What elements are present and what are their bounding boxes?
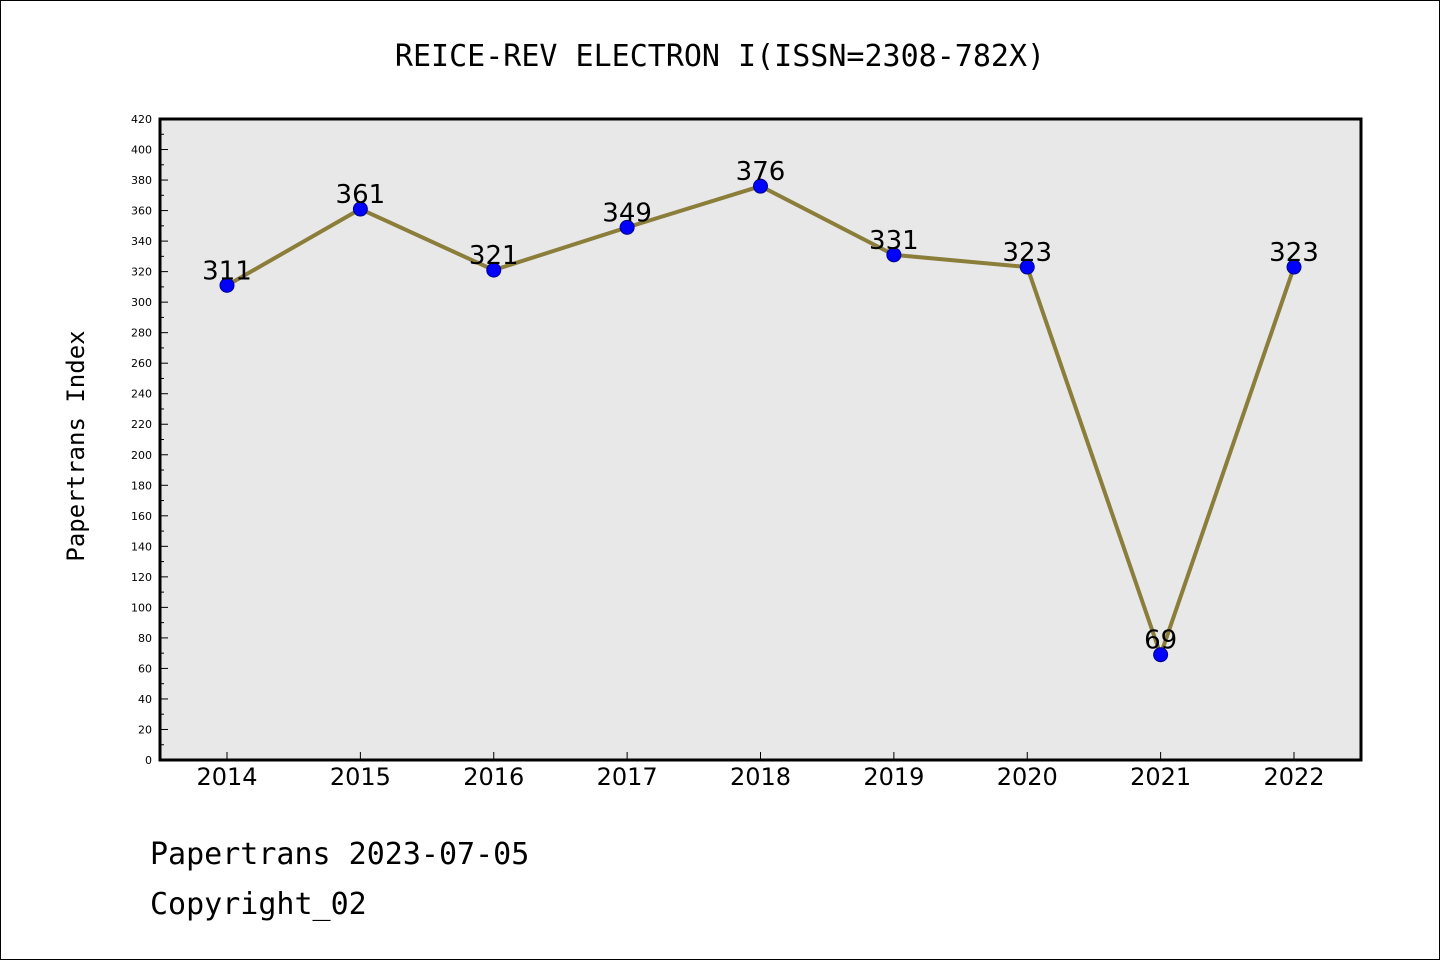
y-tick-label: 240 bbox=[131, 388, 152, 401]
data-label: 331 bbox=[869, 226, 919, 256]
x-tick-label: 2022 bbox=[1263, 763, 1324, 791]
footer-date-line: Papertrans 2023-07-05 bbox=[150, 837, 529, 872]
data-point bbox=[352, 201, 368, 217]
y-tick-label: 320 bbox=[131, 266, 152, 279]
y-tick-label: 220 bbox=[131, 418, 152, 431]
x-tick-label: 2019 bbox=[863, 763, 924, 791]
data-point bbox=[619, 219, 635, 235]
plot-area bbox=[158, 117, 1363, 762]
x-axis-ticks: 2014 2015 2016 2017 2018 2019 2020 2021 2022 bbox=[196, 752, 1325, 791]
chart-title: REICE-REV ELECTRON I(ISSN=2308-782X) bbox=[395, 39, 1045, 74]
y-tick-label: 260 bbox=[131, 357, 152, 370]
y-tick-label: 80 bbox=[138, 632, 152, 645]
data-point bbox=[1019, 259, 1035, 275]
data-label: 361 bbox=[336, 180, 386, 210]
footer-copyright: Copyright_02 bbox=[150, 887, 367, 922]
data-point bbox=[219, 277, 235, 293]
x-tick-label: 2020 bbox=[997, 763, 1058, 791]
x-tick-label: 2016 bbox=[463, 763, 524, 791]
y-tick-label: 0 bbox=[145, 754, 152, 767]
data-label: 69 bbox=[1144, 626, 1177, 656]
y-tick-label: 300 bbox=[131, 296, 152, 309]
y-tick-label: 180 bbox=[131, 479, 152, 492]
y-tick-label: 20 bbox=[138, 723, 152, 736]
y-tick-label: 280 bbox=[131, 327, 152, 340]
x-tick-label: 2021 bbox=[1130, 763, 1191, 791]
x-tick-label: 2015 bbox=[330, 763, 391, 791]
y-axis-label: Papertrans Index bbox=[62, 330, 90, 561]
y-tick-label: 100 bbox=[131, 601, 152, 614]
data-label: 349 bbox=[602, 198, 652, 228]
x-tick-label: 2014 bbox=[196, 763, 257, 791]
data-point bbox=[1286, 259, 1302, 275]
data-label: 323 bbox=[1269, 238, 1319, 268]
series-group: 311 361 321 349 376 331 323 69 323 bbox=[202, 157, 1319, 663]
y-tick-label: 360 bbox=[131, 205, 152, 218]
data-point bbox=[1153, 647, 1169, 663]
data-label: 311 bbox=[202, 256, 252, 286]
y-tick-label: 160 bbox=[131, 510, 152, 523]
y-tick-label: 60 bbox=[138, 662, 152, 675]
y-tick-label: 340 bbox=[131, 235, 152, 248]
y-tick-label: 200 bbox=[131, 449, 152, 462]
y-tick-label: 140 bbox=[131, 540, 152, 553]
x-tick-label: 2017 bbox=[597, 763, 658, 791]
data-label: 323 bbox=[1002, 238, 1052, 268]
data-point bbox=[753, 178, 768, 194]
y-tick-label: 400 bbox=[131, 144, 152, 157]
y-tick-label: 120 bbox=[131, 571, 152, 584]
x-tick-label: 2018 bbox=[730, 763, 791, 791]
data-point bbox=[486, 262, 502, 278]
y-axis-ticks: 0 20 40 60 80 100 120 140 160 180 200 220 240 260 280 3… bbox=[131, 113, 168, 767]
data-point bbox=[886, 247, 902, 263]
y-tick-label: 40 bbox=[138, 693, 152, 706]
y-tick-label: 420 bbox=[131, 113, 152, 126]
y-tick-label: 380 bbox=[131, 174, 152, 187]
data-label: 321 bbox=[469, 241, 519, 271]
data-label: 376 bbox=[736, 157, 786, 187]
